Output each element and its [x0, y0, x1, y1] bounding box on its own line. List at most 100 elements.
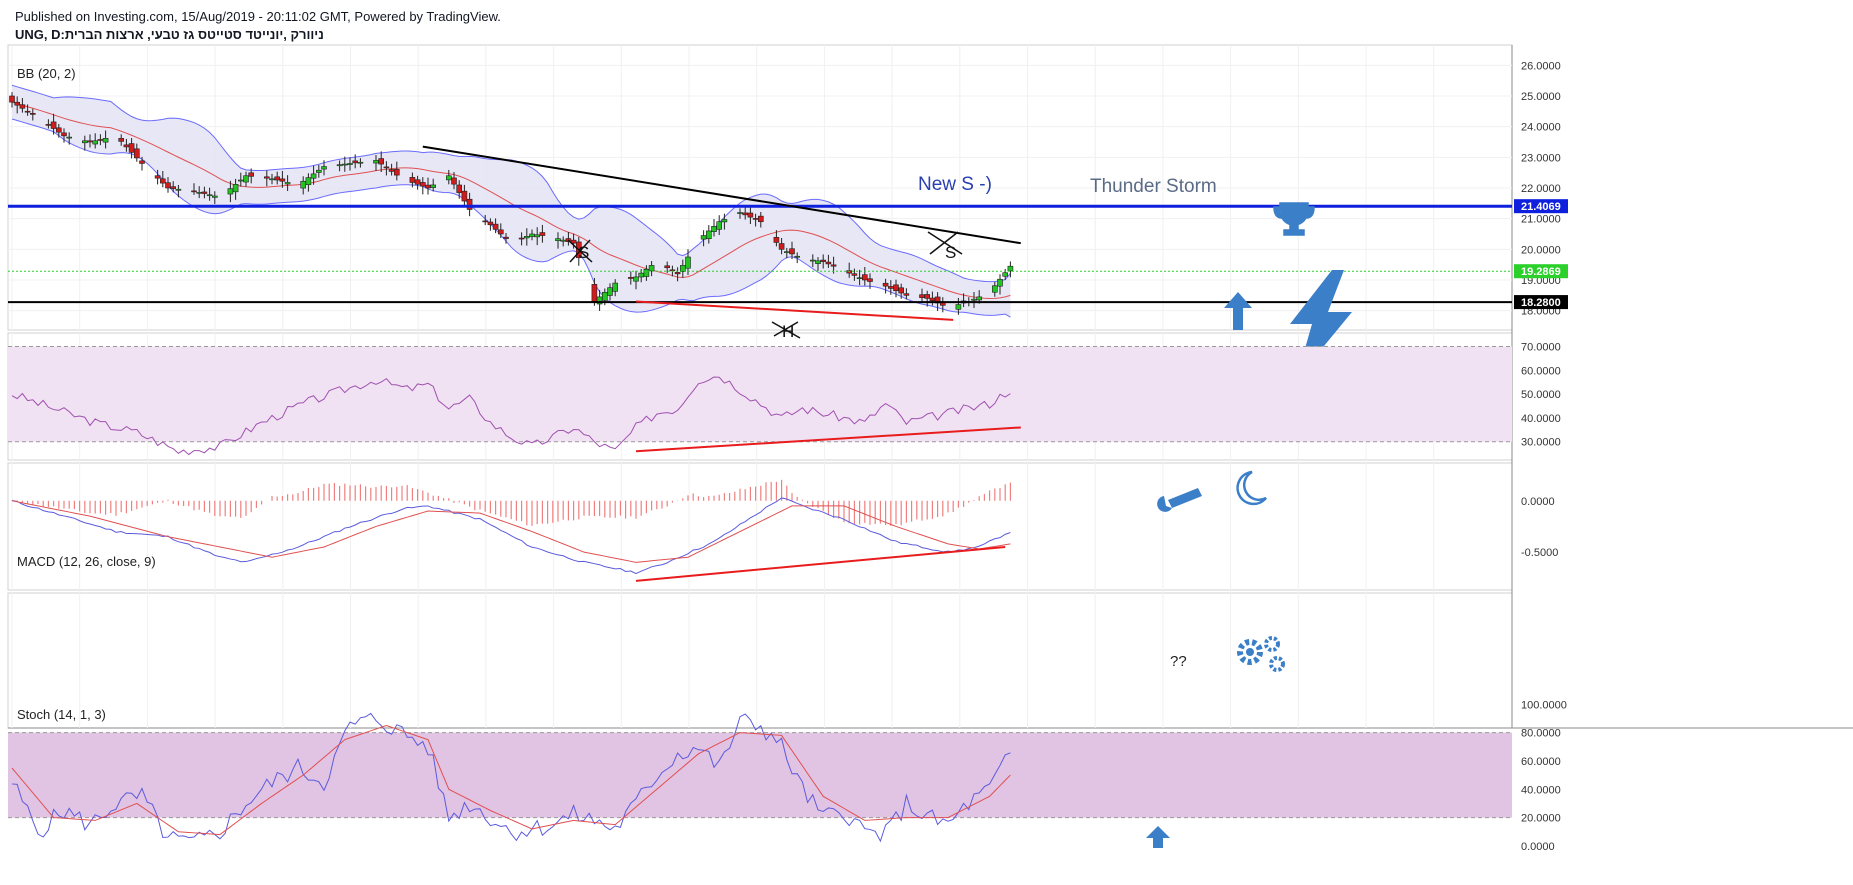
symbol-title: ניוורק ,יונייטד סטייטס גז טבעי, ארצות הב… — [15, 27, 324, 42]
candle-body — [97, 139, 104, 141]
candle-body — [820, 259, 827, 262]
candle-body — [61, 132, 67, 137]
annotation-thunder-storm: Thunder Storm — [1090, 176, 1217, 197]
candle-body — [134, 148, 140, 159]
candle-body — [867, 278, 873, 282]
candle-body — [685, 256, 691, 269]
candle-body — [924, 294, 931, 299]
candle-body — [997, 278, 1003, 287]
stoch-tick-label: 0.0000 — [1521, 841, 1555, 853]
candle-body — [492, 223, 499, 230]
candle-body — [102, 138, 109, 143]
candle-body — [679, 265, 686, 272]
candle-body — [773, 237, 780, 243]
bb-band-fill — [12, 85, 1011, 318]
candle-body — [128, 143, 135, 153]
candle-body — [555, 238, 561, 242]
candle-body — [92, 140, 98, 145]
bb-basis-line — [11, 101, 1011, 300]
candle-body — [705, 230, 712, 240]
candle-body — [633, 276, 639, 282]
candle-body — [971, 298, 977, 301]
candle-body — [851, 273, 858, 276]
up-arrow-icon — [1146, 826, 1170, 848]
candle-body — [82, 140, 88, 144]
price-tick-label: 24.0000 — [1521, 122, 1561, 134]
candle-body — [607, 287, 613, 296]
candle-body — [284, 182, 291, 185]
candle-body — [778, 243, 785, 250]
candle-body — [809, 259, 816, 262]
candle-body — [160, 178, 166, 184]
macd-tick-label: -0.5000 — [1521, 547, 1558, 559]
candle-body — [393, 169, 400, 176]
candle-body — [783, 251, 790, 253]
candle-body — [794, 255, 801, 258]
candle-body — [898, 287, 905, 294]
candle-body — [123, 144, 130, 148]
stoch-tick-label: 40.0000 — [1521, 784, 1561, 796]
panel-frame-3 — [7, 592, 1513, 729]
candle-body — [747, 212, 754, 218]
candle-body — [721, 219, 728, 223]
candle-body — [352, 160, 359, 164]
rsi-tick-label: 50.0000 — [1521, 389, 1561, 401]
signal-line — [11, 500, 1011, 563]
rsi-trendline — [635, 426, 1021, 453]
candle-body — [669, 269, 676, 272]
candle-body — [357, 161, 364, 164]
candle-body — [882, 282, 889, 287]
price-level-label: 19.2869 — [1521, 266, 1561, 278]
candle-body — [757, 215, 764, 223]
macd-question-annotation: ?? — [1170, 653, 1187, 670]
candle-body — [752, 218, 759, 220]
panel-title-2: MACD (12, 26, close, 9) — [17, 554, 156, 569]
candle-body — [373, 160, 379, 164]
candle-body — [861, 274, 868, 281]
candle-body — [310, 173, 317, 179]
candle-body — [425, 184, 431, 189]
candle-body — [321, 166, 327, 170]
candle-body — [976, 296, 983, 301]
stoch-d-line — [11, 724, 1011, 836]
candle-body — [191, 190, 197, 193]
candle-body — [503, 236, 509, 239]
gear-icon — [1269, 656, 1285, 672]
cross-mark-icon — [771, 321, 801, 339]
candle-body — [269, 178, 275, 181]
candle-body — [227, 188, 234, 195]
candle-body — [529, 233, 535, 237]
candle-body — [534, 234, 541, 238]
rsi-band-fill — [8, 346, 1512, 442]
candle-body — [955, 304, 962, 310]
candle-body — [378, 158, 385, 165]
descending-trendline — [422, 145, 1021, 245]
candle-body — [19, 104, 26, 109]
candle-body — [175, 188, 182, 191]
cross-mark-icon — [567, 239, 593, 263]
candle-body — [409, 177, 416, 183]
candle-body — [383, 166, 390, 169]
panel-title-0: BB (20, 2) — [17, 66, 76, 81]
candle-body — [274, 176, 281, 181]
candle-body — [430, 184, 437, 188]
candle-body — [648, 265, 655, 272]
stoch-tick-label: 80.0000 — [1521, 728, 1561, 740]
candle-body — [9, 95, 15, 103]
candle-body — [825, 261, 832, 265]
candle-body — [243, 175, 249, 183]
price-tick-label: 22.0000 — [1521, 183, 1561, 195]
candle-body — [118, 138, 124, 142]
wrench-icon — [1157, 488, 1202, 512]
candle-body — [87, 140, 93, 143]
candle-body — [279, 178, 286, 182]
candle-body — [50, 121, 57, 129]
price-level-tag — [1514, 264, 1568, 279]
candle-body — [248, 172, 254, 177]
candle-body — [518, 237, 525, 240]
candle-body — [206, 194, 213, 197]
candle-body — [29, 112, 36, 115]
candle-body — [300, 180, 307, 189]
